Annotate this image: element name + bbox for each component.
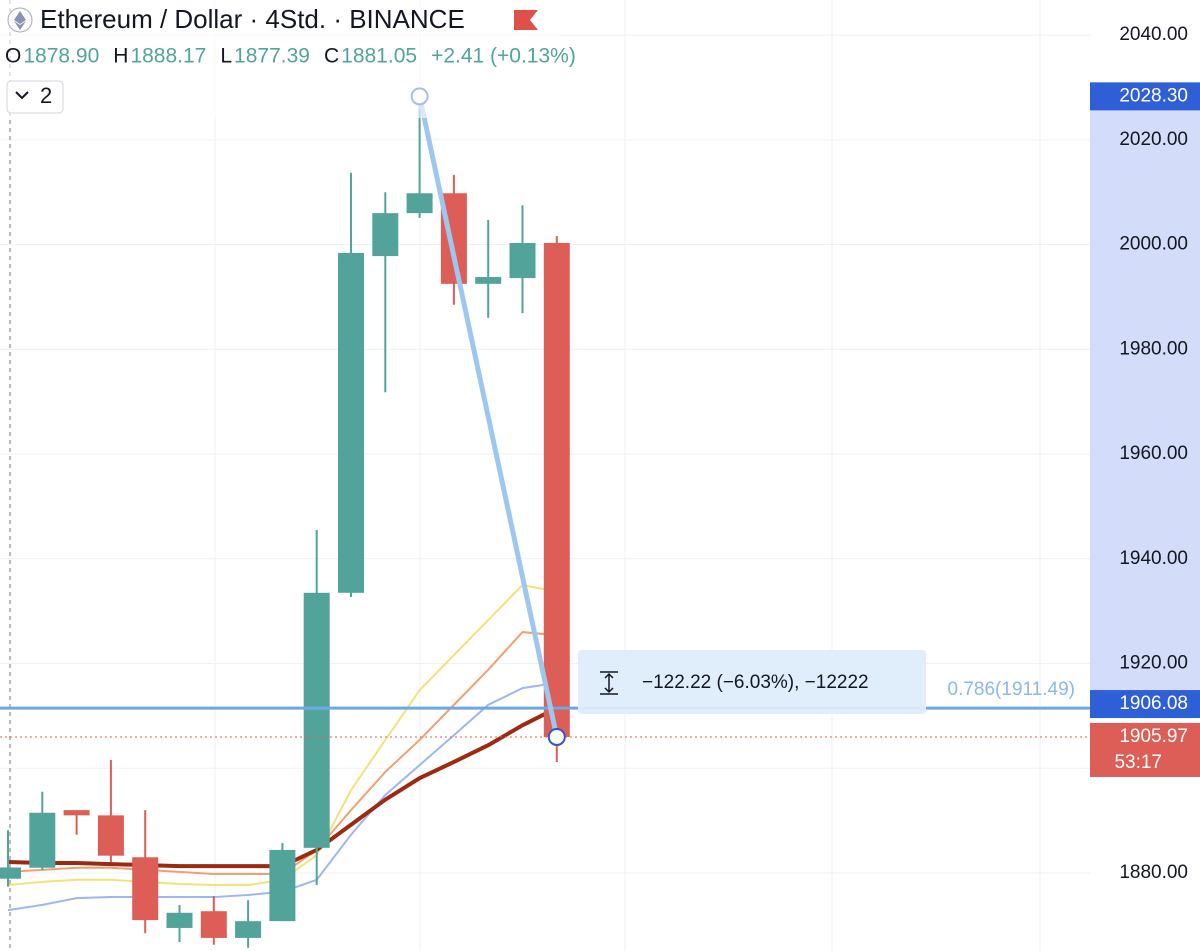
candle-body (338, 252, 364, 593)
candle-body (200, 911, 227, 938)
candle-body (0, 867, 21, 879)
ohlc-value: 1878.90 (23, 45, 99, 68)
candle-body (29, 812, 56, 868)
candle-body (303, 592, 330, 848)
candle-body (406, 193, 433, 214)
ohlc-value: 1881.05 (341, 45, 417, 68)
header-bg (0, 0, 560, 118)
y-tick-label: 1960.00 (1119, 443, 1188, 464)
chart-title: Ethereum / Dollar · 4Std. · BINANCE (40, 4, 465, 34)
chevron (15, 91, 29, 100)
price-label: 1906.08 (1119, 693, 1188, 714)
fib-label: 0.786(1911.49) (948, 679, 1075, 700)
price-label: 2028.30 (1119, 85, 1188, 106)
range-highlight (1090, 96, 1200, 709)
y-tick-label: 2000.00 (1119, 234, 1188, 255)
price-label-bg (1090, 690, 1200, 719)
countdown: 53:17 (1114, 752, 1162, 773)
price-label-bg (1090, 82, 1200, 111)
candle-body (543, 242, 570, 737)
ma-line (7, 706, 558, 869)
y-tick-label: 1920.00 (1119, 653, 1188, 674)
candle-body (63, 810, 90, 816)
eth-logo (14, 11, 26, 30)
last-price-bg (1090, 722, 1200, 777)
measure-icon (600, 671, 618, 695)
flag[interactable] (514, 10, 538, 30)
ohlc-change: +2.41 (+0.13%) (431, 45, 576, 68)
trend-handle (547, 727, 566, 746)
ohlc-key: L (220, 45, 232, 68)
candle-body (235, 921, 262, 938)
candle-body (475, 277, 502, 284)
ohlc-key: O (5, 45, 21, 68)
ohlc-key: H (113, 45, 128, 68)
y-tick-label: 1940.00 (1119, 548, 1188, 569)
candle-body (509, 242, 536, 279)
ohlc-value: 1888.17 (130, 45, 206, 68)
ohlc-value: 1877.39 (234, 45, 310, 68)
y-tick-label: 2020.00 (1119, 129, 1188, 150)
trend-line (417, 95, 560, 738)
candle-body (372, 213, 399, 257)
candle-body (166, 912, 193, 928)
candle-body (269, 849, 296, 922)
y-tick-label: 2040.00 (1119, 24, 1188, 45)
ohlc-key: C (324, 45, 339, 68)
indicator-count: 2 (40, 83, 52, 108)
y-tick-label: 1880.00 (1119, 862, 1188, 883)
measure-box (578, 650, 926, 714)
measure-label: −122.22 (−6.03%), −12222 (642, 672, 869, 693)
candle-body (97, 815, 124, 856)
candle-body (132, 857, 159, 921)
y-tick-label: 1980.00 (1119, 338, 1188, 359)
last-price-label: 1905.97 (1119, 726, 1188, 747)
legend-header: Ethereum / Dollar · 4Std. · BINANCE O 187… (0, 0, 576, 118)
indicator-toggle[interactable] (6, 80, 64, 114)
ma-line (7, 583, 557, 887)
